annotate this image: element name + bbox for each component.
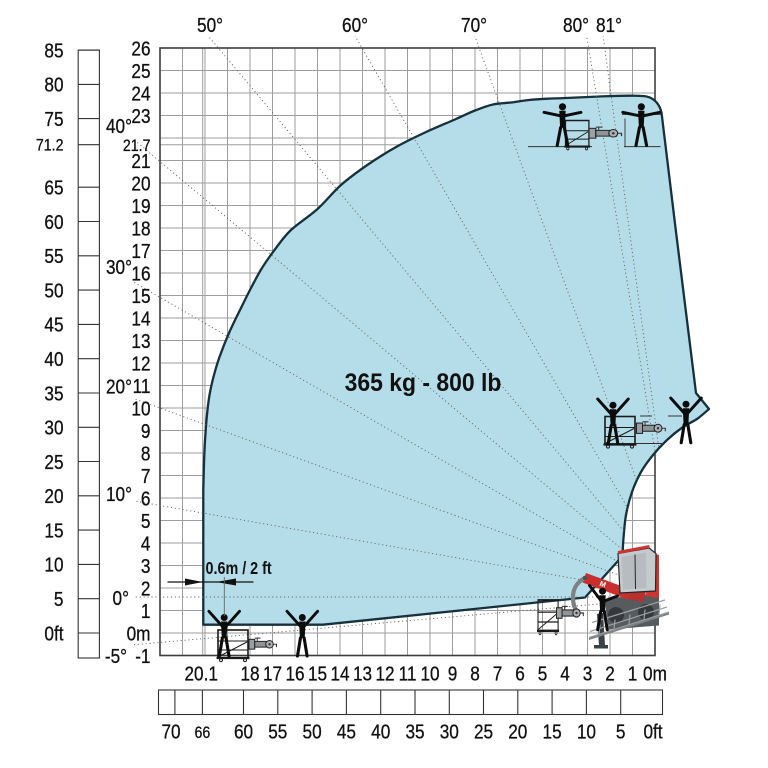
svg-text:18: 18 xyxy=(131,217,150,240)
svg-text:55: 55 xyxy=(268,720,287,743)
svg-text:0m: 0m xyxy=(127,622,151,645)
svg-text:365 kg - 800 lb: 365 kg - 800 lb xyxy=(345,369,502,397)
svg-text:5: 5 xyxy=(538,662,548,685)
svg-text:-1: -1 xyxy=(135,645,150,668)
svg-text:17: 17 xyxy=(263,662,282,685)
svg-text:M: M xyxy=(598,579,607,590)
svg-text:9: 9 xyxy=(141,420,151,443)
svg-text:4: 4 xyxy=(560,662,570,685)
svg-text:4: 4 xyxy=(141,532,151,555)
svg-text:11: 11 xyxy=(399,662,417,685)
svg-text:0ft: 0ft xyxy=(643,720,663,743)
svg-text:19: 19 xyxy=(131,195,150,218)
svg-text:21.7: 21.7 xyxy=(123,137,151,155)
svg-text:0°: 0° xyxy=(113,587,129,610)
svg-text:1: 1 xyxy=(628,662,638,685)
svg-text:66: 66 xyxy=(195,724,211,742)
svg-text:6: 6 xyxy=(141,487,151,510)
svg-text:16: 16 xyxy=(285,662,304,685)
svg-text:30: 30 xyxy=(440,720,459,743)
svg-text:3: 3 xyxy=(583,662,593,685)
svg-text:24: 24 xyxy=(131,82,150,105)
svg-text:8: 8 xyxy=(141,442,151,465)
svg-text:25: 25 xyxy=(474,720,493,743)
svg-text:20: 20 xyxy=(44,485,63,508)
svg-text:15: 15 xyxy=(131,285,150,308)
svg-text:60: 60 xyxy=(234,720,253,743)
svg-text:10: 10 xyxy=(577,720,596,743)
svg-text:40°: 40° xyxy=(106,115,132,138)
svg-text:75: 75 xyxy=(44,108,63,131)
svg-text:17: 17 xyxy=(131,240,150,263)
svg-text:12: 12 xyxy=(375,662,394,685)
svg-text:7: 7 xyxy=(141,465,151,488)
svg-text:3: 3 xyxy=(141,555,151,578)
svg-text:85: 85 xyxy=(44,39,63,62)
svg-text:10: 10 xyxy=(420,662,439,685)
svg-text:35: 35 xyxy=(44,382,63,405)
svg-text:10°: 10° xyxy=(106,483,132,506)
svg-text:45: 45 xyxy=(337,720,356,743)
svg-text:60°: 60° xyxy=(342,14,368,37)
svg-text:25: 25 xyxy=(44,451,63,474)
svg-text:21: 21 xyxy=(131,150,150,173)
svg-text:20°: 20° xyxy=(106,375,132,398)
svg-text:45: 45 xyxy=(44,313,63,336)
svg-text:15: 15 xyxy=(543,720,562,743)
svg-text:50: 50 xyxy=(303,720,322,743)
svg-text:7: 7 xyxy=(493,662,503,685)
svg-text:10: 10 xyxy=(131,397,150,420)
svg-text:35: 35 xyxy=(405,720,424,743)
svg-text:70: 70 xyxy=(161,720,180,743)
svg-text:14: 14 xyxy=(131,307,150,330)
svg-text:13: 13 xyxy=(353,662,372,685)
svg-text:40: 40 xyxy=(44,348,63,371)
svg-text:-5°: -5° xyxy=(105,645,127,668)
svg-text:80: 80 xyxy=(44,73,63,96)
svg-text:5: 5 xyxy=(141,510,151,533)
svg-text:15: 15 xyxy=(308,662,327,685)
svg-text:8: 8 xyxy=(470,662,480,685)
svg-text:71.2: 71.2 xyxy=(36,137,64,155)
svg-text:13: 13 xyxy=(131,330,150,353)
svg-text:5: 5 xyxy=(54,588,64,611)
svg-text:11: 11 xyxy=(133,375,151,398)
svg-text:55: 55 xyxy=(44,245,63,268)
svg-text:25: 25 xyxy=(131,60,150,83)
svg-text:2: 2 xyxy=(605,662,615,685)
svg-text:16: 16 xyxy=(131,262,150,285)
svg-text:40: 40 xyxy=(371,720,390,743)
svg-text:50: 50 xyxy=(44,279,63,302)
svg-text:65: 65 xyxy=(44,176,63,199)
svg-text:23: 23 xyxy=(131,105,150,128)
svg-text:0ft: 0ft xyxy=(44,622,64,645)
svg-text:20: 20 xyxy=(508,720,527,743)
svg-text:6: 6 xyxy=(515,662,525,685)
svg-text:5: 5 xyxy=(616,720,626,743)
svg-text:30°: 30° xyxy=(106,256,132,279)
svg-text:26: 26 xyxy=(131,37,150,60)
svg-text:9: 9 xyxy=(448,662,458,685)
svg-text:10: 10 xyxy=(44,553,63,576)
svg-text:0.6m / 2 ft: 0.6m / 2 ft xyxy=(206,560,273,579)
svg-text:2: 2 xyxy=(141,577,151,600)
svg-text:81°: 81° xyxy=(596,14,622,37)
svg-text:18: 18 xyxy=(240,662,259,685)
svg-text:50°: 50° xyxy=(197,14,223,37)
svg-text:70°: 70° xyxy=(461,14,487,37)
svg-text:1: 1 xyxy=(141,600,151,623)
svg-text:14: 14 xyxy=(330,662,349,685)
svg-text:60: 60 xyxy=(44,211,63,234)
svg-text:20.1: 20.1 xyxy=(184,662,217,685)
svg-text:30: 30 xyxy=(44,416,63,439)
svg-text:12: 12 xyxy=(131,352,150,375)
svg-text:20: 20 xyxy=(131,172,150,195)
svg-text:0m: 0m xyxy=(643,662,667,685)
svg-text:80°: 80° xyxy=(563,14,589,37)
svg-text:15: 15 xyxy=(44,519,63,542)
